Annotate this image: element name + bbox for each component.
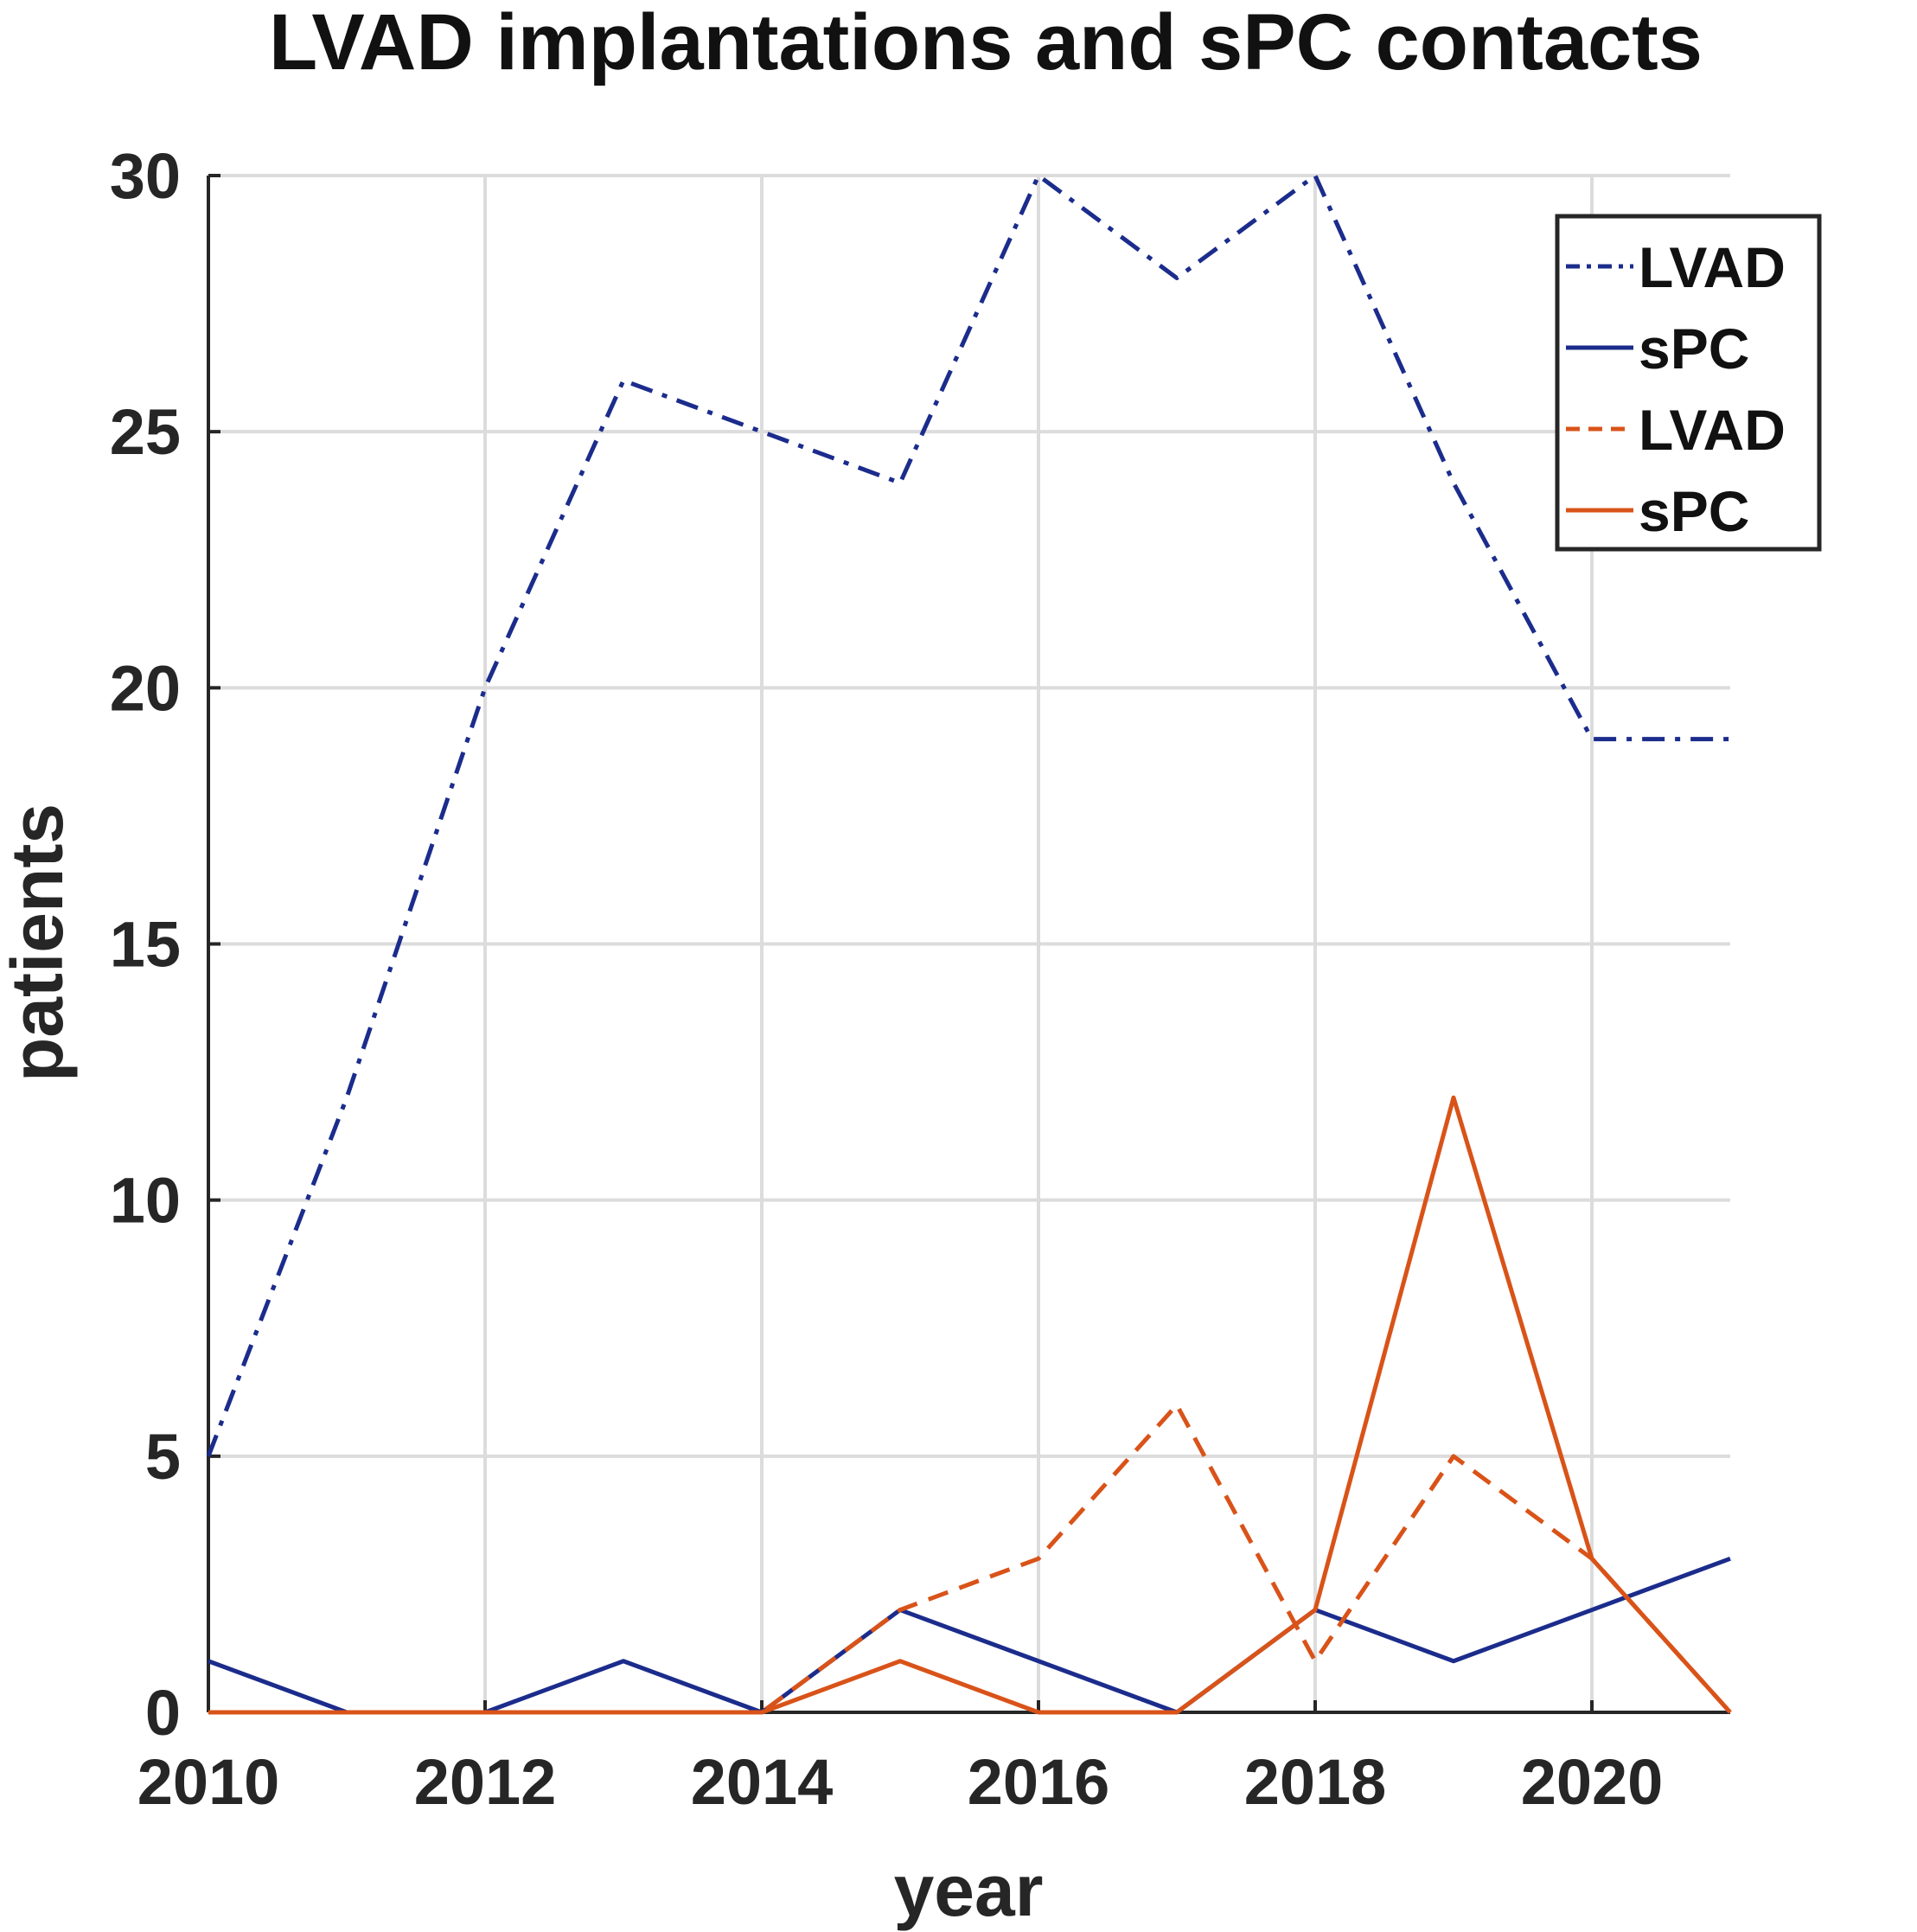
series-line-0-lvad [206,173,1730,1457]
y-tick-label: 15 [110,909,181,981]
legend-box [1555,214,1822,552]
x-axis-label: year [894,1850,1044,1931]
y-tick-label: 20 [110,652,181,724]
legend-label: sPC [1639,317,1749,381]
y-tick-labels: 0 5 10 15 20 25 30 [110,140,181,1749]
grid-lines [207,174,1730,1714]
y-axis-label: patients [0,803,78,1082]
series-line-3-spc [208,1095,1732,1715]
y-tick-label: 10 [110,1165,181,1237]
y-tick-label: 30 [110,140,181,212]
x-tick-label: 2010 [137,1746,280,1818]
x-tick-labels: 2010 2012 2014 2016 2018 2020 [137,1746,1664,1818]
chart-title: LVAD implantations and sPC contacts [269,0,1703,86]
y-tick-label: 25 [110,396,181,468]
legend-label: LVAD [1639,235,1786,299]
x-tick-label: 2018 [1244,1746,1387,1818]
x-tick-label: 2016 [968,1746,1110,1818]
legend: LVAD sPC LVAD sPC [1555,214,1822,552]
x-tick-label: 2020 [1521,1746,1664,1818]
legend-label: sPC [1639,479,1749,543]
x-tick-label: 2012 [414,1746,557,1818]
data-series [206,173,1732,1715]
y-tick-label: 5 [145,1421,181,1493]
y-tick-label: 0 [145,1677,181,1749]
legend-label: LVAD [1639,398,1786,462]
series-line-1-spc [208,1556,1731,1715]
series-line-2-lvad [208,1403,1732,1715]
x-tick-label: 2014 [691,1746,834,1818]
